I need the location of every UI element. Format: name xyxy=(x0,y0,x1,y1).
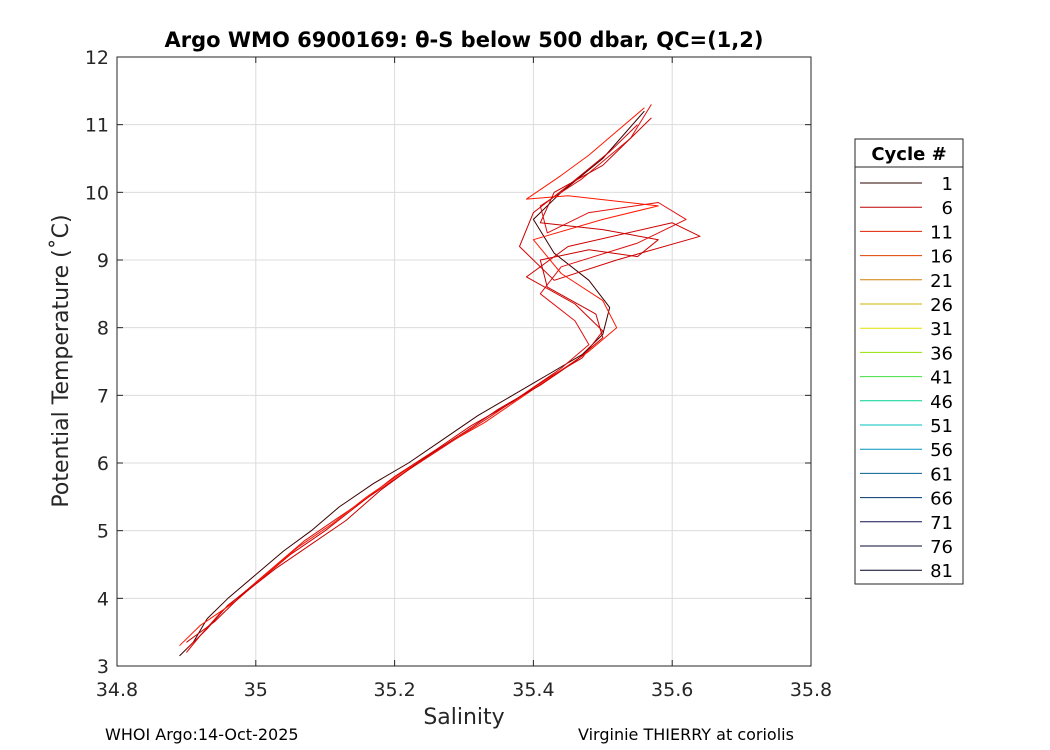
legend-title: Cycle # xyxy=(871,144,946,165)
legend-entry: 71 xyxy=(860,513,953,534)
legend-entry: 56 xyxy=(860,440,953,461)
x-tick-label: 35.2 xyxy=(373,679,415,701)
legend-entry: 26 xyxy=(860,295,953,316)
legend-entry: 41 xyxy=(860,368,953,389)
legend-box xyxy=(854,138,964,585)
y-axis-label: Potential Temperature (˚C) xyxy=(49,214,74,507)
legend-label: 16 xyxy=(930,247,953,268)
legend-label: 36 xyxy=(930,343,953,364)
plot-area xyxy=(117,57,811,666)
legend-label: 1 xyxy=(942,174,953,195)
legend-entry: 36 xyxy=(860,343,953,364)
legend-entry: 51 xyxy=(860,416,953,437)
series-line xyxy=(186,124,701,650)
legend-label: 31 xyxy=(930,319,953,340)
tick-layer: 34.8 35 35.2 35.4 35.6 35.8 3 4 5 6 7 8 9 10 11 12 xyxy=(85,47,832,701)
plot-frame xyxy=(116,56,812,667)
legend-label: 71 xyxy=(930,513,953,534)
y-tick-label: 10 xyxy=(85,182,109,204)
legend-label: 76 xyxy=(930,537,953,558)
x-tick-label: 35.8 xyxy=(790,679,832,701)
y-tick-label: 7 xyxy=(97,385,109,407)
y-tick-label: 8 xyxy=(97,318,109,340)
footer-left: WHOI Argo:14-Oct-2025 xyxy=(105,725,299,744)
legend-entry: 16 xyxy=(860,247,953,268)
legend-label: 6 xyxy=(942,198,953,219)
x-axis-label: Salinity xyxy=(423,705,504,730)
series-line xyxy=(186,117,659,643)
grid xyxy=(116,56,812,667)
legend-entry: 6 xyxy=(860,198,953,219)
series-layer xyxy=(179,104,701,657)
legend-entry: 21 xyxy=(860,271,953,292)
legend-entry: 11 xyxy=(860,222,953,243)
x-tick-label: 35.4 xyxy=(512,679,554,701)
legend-label: 66 xyxy=(930,489,953,510)
series-line xyxy=(179,110,645,657)
legend-label: 11 xyxy=(930,222,953,243)
legend-entry: 31 xyxy=(860,319,953,340)
legend-label: 41 xyxy=(930,368,953,389)
legend-entry: 1 xyxy=(860,174,953,195)
legend-label: 21 xyxy=(930,271,953,292)
y-tick-label: 5 xyxy=(97,521,109,543)
y-tick-label: 9 xyxy=(97,250,109,272)
legend-entry: 76 xyxy=(860,537,953,558)
series-line xyxy=(179,107,659,647)
chart-title: Argo WMO 6900169: θ-S below 500 dbar, QC… xyxy=(165,28,764,52)
legend-entry: 81 xyxy=(860,561,953,582)
y-tick-label: 12 xyxy=(85,47,109,69)
y-tick-label: 6 xyxy=(97,453,109,475)
legend-label: 51 xyxy=(930,416,953,437)
x-tick-label: 35 xyxy=(244,679,268,701)
y-tick-label: 4 xyxy=(97,588,109,610)
y-tick-label: 3 xyxy=(97,656,109,678)
legend-label: 61 xyxy=(930,464,953,485)
footer-right: Virginie THIERRY at coriolis xyxy=(578,725,794,744)
legend-label: 46 xyxy=(930,392,953,413)
series-line xyxy=(186,104,687,653)
legend-label: 26 xyxy=(930,295,953,316)
x-tick-label: 35.6 xyxy=(651,679,693,701)
legend-label: 56 xyxy=(930,440,953,461)
legend-entry: 61 xyxy=(860,464,953,485)
legend-entry: 46 xyxy=(860,392,953,413)
y-tick-label: 11 xyxy=(85,115,109,137)
legend-entry: 66 xyxy=(860,489,953,510)
x-tick-label: 34.8 xyxy=(96,679,138,701)
legend-label: 81 xyxy=(930,561,953,582)
